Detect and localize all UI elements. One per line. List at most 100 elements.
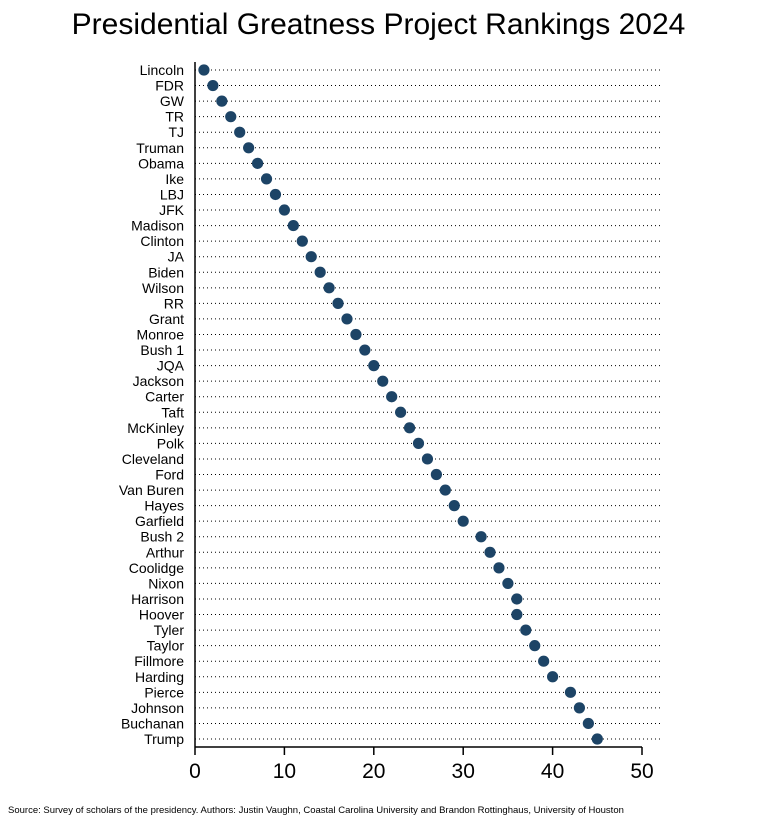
category-label: Ike [165,171,184,187]
category-label: LBJ [160,186,184,202]
category-label: JA [168,249,185,265]
category-label: FDR [155,78,184,94]
category-label: Taft [161,404,184,420]
data-point [207,79,219,92]
data-point [278,204,290,216]
category-label: RR [164,295,184,311]
category-label: Monroe [137,326,185,342]
data-point [403,422,416,434]
category-label: Madison [131,218,184,234]
data-point [377,375,389,387]
data-point [412,437,425,449]
category-label: Jackson [133,373,184,389]
x-tick-label: 30 [452,760,475,783]
data-point [269,188,282,201]
category-label: Cleveland [122,451,184,467]
category-label: Trump [144,731,184,747]
data-point [430,468,442,481]
data-point [511,608,523,621]
category-label: Nixon [148,575,184,591]
category-label: Obama [138,155,184,171]
data-point [359,344,371,356]
data-point [457,515,469,527]
data-point [251,157,264,169]
category-label: Van Buren [119,482,184,498]
category-label: Tyler [154,622,185,638]
x-tick-label: 50 [630,760,653,783]
data-point [493,562,505,574]
data-point [216,95,228,107]
data-point [502,577,514,590]
category-label: TR [165,109,184,125]
data-point [243,142,255,154]
rankings-dot-plot: LincolnFDRGWTRTJTrumanObamaIkeLBJJFKMadi… [119,62,660,783]
category-label: Grant [149,311,184,327]
data-point [395,406,407,418]
chart-title: Presidential Greatness Project Rankings … [71,8,686,41]
data-point [591,733,603,745]
data-point [314,266,326,278]
data-point [573,702,586,714]
data-point [198,64,210,76]
data-point [448,500,460,512]
category-label: Carter [145,389,184,405]
category-label: Clinton [140,233,184,249]
data-point [582,717,594,730]
data-point [296,235,308,247]
data-point [475,531,487,543]
category-label: Pierce [144,684,184,700]
data-point [439,484,451,496]
category-label: Wilson [142,280,184,296]
category-label: TJ [168,124,184,140]
category-label: Taylor [147,638,185,654]
category-label: Coolidge [129,560,184,576]
category-label: Lincoln [140,62,184,78]
category-label: McKinley [127,420,184,436]
data-point [520,624,532,636]
data-point [287,219,299,232]
category-label: GW [160,93,185,109]
data-point [323,282,335,294]
data-point [564,686,577,698]
category-label: Bush 1 [140,342,184,358]
category-label: JQA [157,358,185,374]
data-point [529,640,541,652]
category-label: Bush 2 [140,529,184,545]
data-point [341,313,353,325]
x-tick-label: 0 [189,760,201,783]
category-label: Hoover [139,607,184,623]
grid-lines [195,69,660,740]
data-point [234,126,246,138]
data-point [368,360,380,372]
axes [194,62,643,755]
data-point [386,391,398,403]
category-label: Harding [135,669,184,685]
category-label: Johnson [131,700,184,716]
category-label: Ford [155,467,184,483]
data-points [198,64,603,745]
category-label: Hayes [144,498,184,514]
category-label: JFK [159,202,185,218]
data-point [547,671,559,683]
data-point [225,111,237,123]
source-note: Source: Survey of scholars of the presid… [8,805,624,816]
category-label: Biden [148,264,184,280]
category-label: Harrison [131,591,184,607]
x-tick-label: 40 [541,760,564,783]
data-point [332,297,344,309]
category-label: Arthur [146,544,184,560]
category-label: Garfield [135,513,184,529]
x-tick-label: 10 [273,760,296,783]
data-point [260,173,273,185]
category-label: Fillmore [134,653,184,669]
data-point [305,251,317,263]
category-label: Polk [157,435,185,451]
data-point [421,453,434,465]
data-point [350,328,362,341]
category-label: Buchanan [121,715,184,731]
x-tick-label: 20 [362,760,385,783]
category-labels: LincolnFDRGWTRTJTrumanObamaIkeLBJJFKMadi… [119,62,185,747]
data-point [538,655,550,667]
category-label: Truman [136,140,184,156]
data-point [484,546,496,558]
